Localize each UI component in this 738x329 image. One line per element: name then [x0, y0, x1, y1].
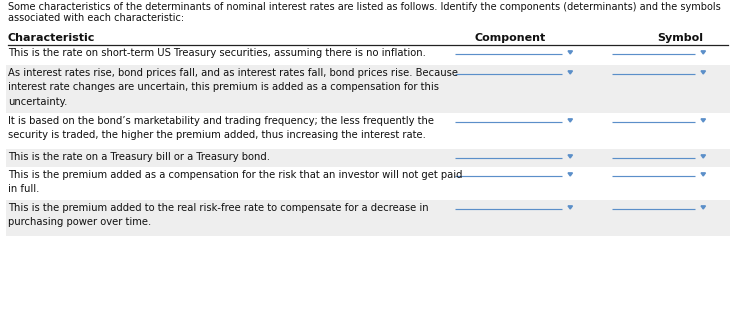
Polygon shape	[568, 206, 573, 209]
Text: Some characteristics of the determinants of nominal interest rates are listed as: Some characteristics of the determinants…	[8, 2, 721, 12]
Polygon shape	[701, 51, 706, 54]
Polygon shape	[568, 119, 573, 122]
Text: Symbol: Symbol	[657, 33, 703, 43]
Polygon shape	[701, 206, 706, 209]
Polygon shape	[568, 173, 573, 176]
Polygon shape	[701, 155, 706, 158]
Text: Characteristic: Characteristic	[8, 33, 95, 43]
Text: This is the premium added to the real risk-free rate to compensate for a decreas: This is the premium added to the real ri…	[8, 203, 429, 227]
Polygon shape	[568, 51, 573, 54]
Text: Component: Component	[475, 33, 545, 43]
Bar	[6, 149, 730, 167]
Polygon shape	[568, 71, 573, 74]
Text: This is the rate on a Treasury bill or a Treasury bond.: This is the rate on a Treasury bill or a…	[8, 152, 270, 162]
Polygon shape	[701, 71, 706, 74]
Polygon shape	[568, 155, 573, 158]
Text: As interest rates rise, bond prices fall, and as interest rates fall, bond price: As interest rates rise, bond prices fall…	[8, 68, 458, 107]
Text: This is the premium added as a compensation for the risk that an investor will n: This is the premium added as a compensat…	[8, 170, 463, 194]
Polygon shape	[701, 119, 706, 122]
Bar	[6, 200, 730, 236]
Polygon shape	[701, 173, 706, 176]
Text: This is the rate on short-term US Treasury securities, assuming there is no infl: This is the rate on short-term US Treasu…	[8, 48, 426, 58]
Text: associated with each characteristic:: associated with each characteristic:	[8, 13, 184, 23]
Text: It is based on the bond’s marketability and trading frequency; the less frequent: It is based on the bond’s marketability …	[8, 116, 434, 140]
Bar	[6, 65, 730, 113]
